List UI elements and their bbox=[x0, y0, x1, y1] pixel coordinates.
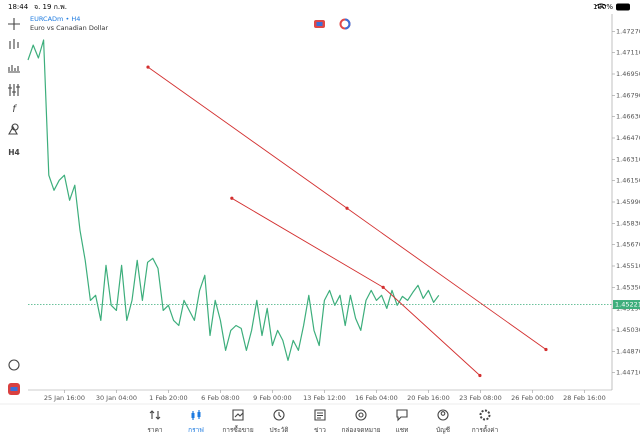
crosshair-tool[interactable] bbox=[8, 18, 20, 30]
tab-icon-quotes[interactable] bbox=[149, 410, 161, 420]
status-date: จ. 19 ก.พ. bbox=[34, 3, 67, 11]
tab-label[interactable]: บัญชี bbox=[436, 426, 451, 434]
trendline-point[interactable] bbox=[478, 373, 482, 378]
trendline-point[interactable] bbox=[544, 347, 548, 352]
tab-icon-history[interactable] bbox=[273, 409, 285, 421]
tab-icon-accounts-head bbox=[440, 411, 446, 416]
x-tick-label: 20 Feb 16:00 bbox=[407, 394, 450, 402]
y-tick-label: 1.46950 bbox=[616, 70, 640, 78]
tab-label[interactable]: กล่องจดหมาย bbox=[341, 426, 380, 434]
tab-icons bbox=[149, 409, 491, 422]
y-tick-label: 1.45350 bbox=[616, 283, 640, 291]
wifi-icon bbox=[595, 3, 607, 9]
y-tick-label: 1.45030 bbox=[616, 326, 640, 334]
speed-tool[interactable] bbox=[8, 359, 20, 371]
current-price-box bbox=[613, 300, 640, 310]
y-tick-label: 1.46630 bbox=[616, 113, 640, 121]
tab-icon-settings[interactable] bbox=[479, 409, 491, 421]
tab-label[interactable]: การตั้งค่า bbox=[472, 425, 499, 434]
x-tick-label: 30 Jan 04:00 bbox=[96, 394, 137, 402]
current-price-label: 1.45221 bbox=[615, 301, 640, 309]
y-tick-label: 1.46310 bbox=[616, 155, 640, 163]
symbol: EURCADm • H4 bbox=[30, 15, 80, 23]
x-tick-label: 25 Jan 16:00 bbox=[44, 394, 85, 402]
tab-label[interactable]: แชท bbox=[396, 426, 409, 434]
tab-icon-news[interactable] bbox=[314, 409, 326, 421]
tab-label[interactable]: การซื้อขาย bbox=[222, 425, 253, 434]
y-tick-label: 1.45510 bbox=[616, 262, 640, 270]
x-tick-label: 28 Feb 16:00 bbox=[563, 394, 606, 402]
sell-button-inner bbox=[316, 22, 323, 26]
trendline-point[interactable] bbox=[345, 206, 349, 210]
tab-icon-chat[interactable] bbox=[396, 409, 408, 422]
price-line bbox=[27, 39, 440, 361]
tab-icon-mailbox[interactable] bbox=[355, 409, 367, 421]
trendline-point[interactable] bbox=[230, 196, 234, 200]
battery-icon bbox=[616, 3, 630, 11]
x-tick-label: 16 Feb 04:00 bbox=[355, 394, 398, 402]
left-toolbar: f H4 bbox=[8, 18, 20, 395]
tab-icon-accounts[interactable] bbox=[437, 409, 449, 421]
tab-label[interactable]: ข่าว bbox=[314, 426, 326, 434]
tab-icon-history-hand bbox=[278, 412, 282, 418]
function-tool[interactable]: f bbox=[12, 104, 17, 115]
tab-icon-chart-candle bbox=[191, 413, 195, 418]
tab-label[interactable]: ราคา bbox=[147, 426, 162, 434]
trendline-point[interactable] bbox=[146, 65, 150, 69]
y-tick-label: 1.45670 bbox=[616, 241, 640, 249]
tab-icon-chart-candle bbox=[197, 412, 201, 417]
indicators-tool[interactable] bbox=[8, 65, 20, 73]
y-tick-label: 1.45990 bbox=[616, 198, 640, 206]
y-tick-label: 1.45830 bbox=[616, 219, 640, 227]
y-tick-label: 1.46150 bbox=[616, 177, 640, 185]
status-time: 18:44 bbox=[8, 3, 29, 11]
x-tick-label: 23 Feb 08:00 bbox=[459, 394, 502, 402]
y-tick-label: 1.46790 bbox=[616, 91, 640, 99]
objects-tool[interactable] bbox=[8, 84, 20, 96]
shapes-tool[interactable] bbox=[8, 123, 19, 135]
one-click-icon-half bbox=[344, 18, 351, 30]
tab-label[interactable]: ประวัติ bbox=[270, 426, 289, 434]
x-tick-label: 9 Feb 00:00 bbox=[253, 394, 292, 402]
x-tick-label: 1 Feb 20:00 bbox=[149, 394, 188, 402]
timeframe-button[interactable]: H4 bbox=[8, 148, 20, 157]
trendline-point[interactable] bbox=[381, 285, 385, 289]
y-tick-label: 1.46470 bbox=[616, 134, 640, 142]
tab-icon-trade[interactable] bbox=[232, 409, 244, 421]
x-tick-label: 6 Feb 08:00 bbox=[201, 394, 240, 402]
y-tick-label: 1.47270 bbox=[616, 27, 640, 35]
chart-type-tool[interactable] bbox=[9, 39, 19, 49]
tab-icon-mailbox-inner bbox=[358, 412, 364, 418]
tab-label[interactable]: กราฟ bbox=[188, 426, 204, 434]
trade-button-inner bbox=[10, 387, 18, 391]
x-tick-label: 13 Feb 12:00 bbox=[303, 394, 346, 402]
y-tick-label: 1.44710 bbox=[616, 369, 640, 377]
y-tick-label: 1.44870 bbox=[616, 347, 640, 355]
symbol-description: Euro vs Canadian Dollar bbox=[30, 24, 108, 32]
y-tick-label: 1.47110 bbox=[616, 49, 640, 57]
trendline[interactable] bbox=[231, 197, 481, 376]
x-tick-label: 26 Feb 00:00 bbox=[511, 394, 554, 402]
